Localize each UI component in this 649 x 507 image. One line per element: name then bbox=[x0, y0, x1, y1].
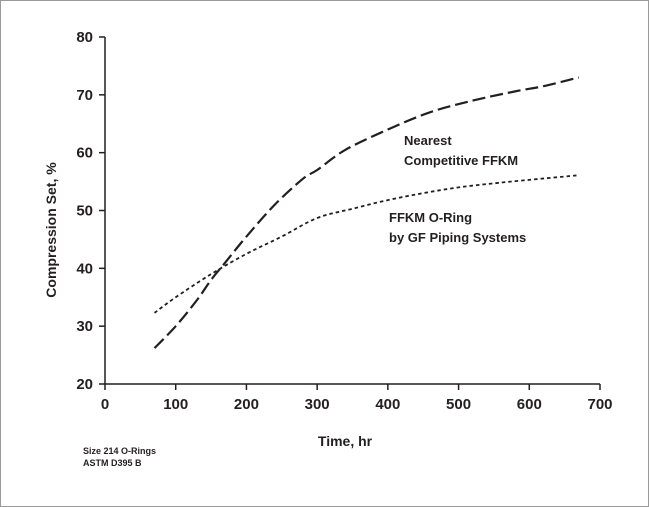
series-label-gf-line-2: by GF Piping Systems bbox=[389, 230, 526, 245]
x-tick-label: 500 bbox=[446, 396, 471, 413]
x-tick-label: 700 bbox=[587, 396, 612, 413]
y-tick-label: 80 bbox=[76, 29, 93, 46]
y-tick-label: 60 bbox=[76, 145, 93, 162]
x-tick-label: 300 bbox=[305, 396, 330, 413]
x-tick-label: 200 bbox=[234, 396, 259, 413]
x-tick-label: 400 bbox=[375, 396, 400, 413]
y-axis-title: Compression Set, % bbox=[43, 162, 59, 298]
footnote: Size 214 O-Rings ASTM D395 B bbox=[83, 446, 156, 468]
x-axis-title: Time, hr bbox=[318, 433, 373, 449]
series-line-competitive-ffkm bbox=[153, 76, 580, 349]
series-label-competitive-line-2: Competitive FFKM bbox=[404, 153, 518, 168]
footnote-line-1: Size 214 O-Rings bbox=[83, 446, 156, 456]
y-tick-label: 50 bbox=[76, 203, 93, 220]
series-group bbox=[153, 76, 580, 349]
y-ticks: 20 30 40 50 60 70 80 bbox=[76, 29, 105, 393]
x-tick-label: 0 bbox=[101, 396, 109, 413]
series-label-competitive-line-1: Nearest bbox=[404, 133, 452, 148]
series-label-gf-line-1: FFKM O-Ring bbox=[389, 210, 472, 225]
x-tick-label: 100 bbox=[163, 396, 188, 413]
y-tick-label: 40 bbox=[76, 260, 93, 277]
y-tick-label: 30 bbox=[76, 318, 93, 335]
footnote-line-2: ASTM D395 B bbox=[83, 458, 142, 468]
y-tick-label: 20 bbox=[76, 376, 93, 393]
y-tick-label: 70 bbox=[76, 87, 93, 104]
x-ticks: 0 100 200 300 400 500 600 700 bbox=[101, 384, 613, 413]
x-tick-label: 600 bbox=[517, 396, 542, 413]
series-label-competitive: Nearest Competitive FFKM bbox=[404, 133, 518, 168]
series-label-gf: FFKM O-Ring by GF Piping Systems bbox=[389, 210, 526, 245]
